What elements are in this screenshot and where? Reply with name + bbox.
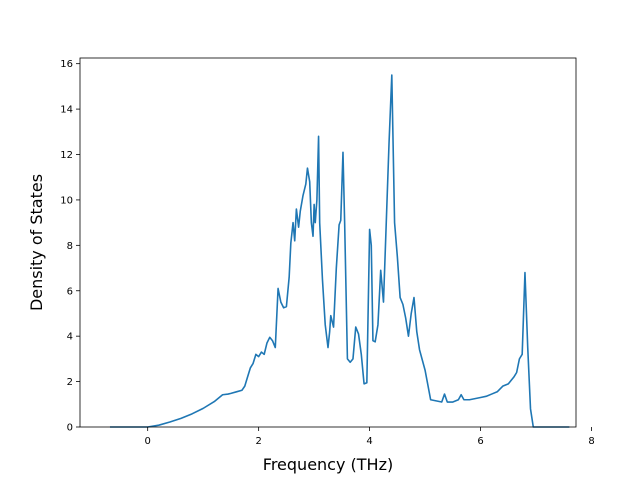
y-tick-label: 6 — [67, 286, 73, 297]
y-tick-label: 0 — [67, 423, 73, 434]
y-tick-label: 8 — [67, 241, 73, 252]
y-tick-label: 14 — [60, 105, 73, 116]
series-line-0 — [109, 74, 570, 428]
y-tick-label: 2 — [67, 377, 73, 388]
x-tick-label: 8 — [588, 436, 594, 447]
y-axis-label: Density of States — [27, 174, 46, 311]
y-tick-label: 12 — [60, 150, 73, 161]
y-tick-label: 16 — [60, 59, 73, 70]
plot-area — [109, 74, 570, 428]
x-tick-label: 2 — [255, 436, 261, 447]
x-axis-label: Frequency (THz) — [263, 455, 393, 474]
y-tick-label: 10 — [60, 195, 73, 206]
x-tick-label: 0 — [144, 436, 150, 447]
x-tick-label: 4 — [366, 436, 372, 447]
y-tick-label: 4 — [67, 332, 73, 343]
axes-frame — [79, 57, 577, 428]
axis-ticks: 0 2 4 6 8 0 2 4 6 8 10 12 14 16 — [60, 59, 594, 447]
x-tick-label: 6 — [477, 436, 483, 447]
